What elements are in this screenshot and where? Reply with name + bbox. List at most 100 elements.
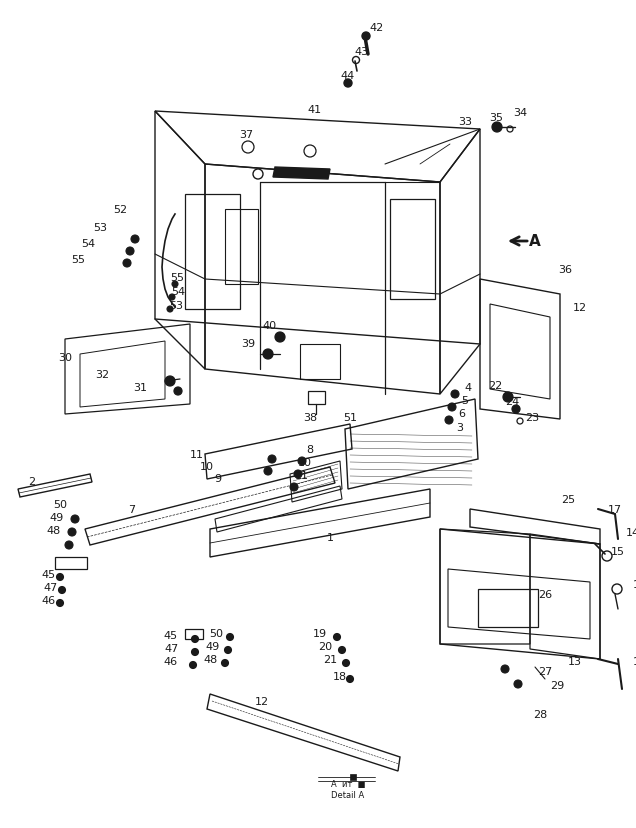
Text: Detail A: Detail A: [331, 791, 364, 800]
Circle shape: [268, 455, 276, 464]
Circle shape: [445, 416, 453, 425]
Text: 32: 32: [95, 369, 109, 379]
Text: 7: 7: [128, 504, 135, 514]
Text: 33: 33: [458, 117, 472, 127]
Circle shape: [225, 647, 232, 654]
Circle shape: [126, 248, 134, 256]
Text: 6: 6: [459, 408, 466, 418]
Text: A  ит  ■: A ит ■: [331, 779, 365, 788]
Text: 18: 18: [333, 672, 347, 681]
Text: 37: 37: [239, 130, 253, 140]
Text: 49: 49: [50, 513, 64, 522]
Circle shape: [226, 633, 233, 641]
Text: 2: 2: [29, 476, 36, 486]
Text: 45: 45: [163, 630, 177, 640]
Circle shape: [174, 388, 182, 396]
Text: 28: 28: [533, 709, 547, 720]
Text: 54: 54: [81, 238, 95, 248]
Text: 11: 11: [295, 470, 309, 480]
Text: 46: 46: [41, 595, 55, 605]
Circle shape: [123, 260, 131, 267]
Text: 21: 21: [323, 654, 337, 664]
Circle shape: [333, 633, 340, 641]
Circle shape: [294, 470, 302, 479]
Text: 50: 50: [53, 499, 67, 509]
Circle shape: [503, 392, 513, 402]
Text: 55: 55: [170, 272, 184, 282]
Text: 34: 34: [513, 108, 527, 118]
Text: 27: 27: [538, 667, 552, 676]
Text: 46: 46: [163, 657, 177, 667]
Text: 35: 35: [489, 113, 503, 123]
Text: 12: 12: [255, 696, 269, 706]
Circle shape: [165, 377, 175, 387]
Text: 10: 10: [298, 457, 312, 468]
Circle shape: [57, 599, 64, 607]
Circle shape: [347, 676, 354, 682]
Text: 48: 48: [47, 525, 61, 536]
Text: 26: 26: [538, 590, 552, 599]
Circle shape: [131, 236, 139, 243]
Circle shape: [190, 662, 197, 669]
Circle shape: [57, 574, 64, 580]
Circle shape: [612, 585, 622, 595]
Text: 3: 3: [457, 422, 464, 432]
Text: 45: 45: [41, 570, 55, 580]
Text: 30: 30: [58, 353, 72, 363]
Text: 52: 52: [113, 205, 127, 214]
Text: 5: 5: [462, 396, 469, 406]
Text: 49: 49: [206, 641, 220, 651]
Text: 22: 22: [488, 381, 502, 391]
Polygon shape: [350, 774, 356, 780]
Text: 8: 8: [307, 445, 314, 455]
Circle shape: [264, 468, 272, 475]
Text: 9: 9: [214, 474, 221, 484]
Text: 20: 20: [318, 641, 332, 651]
Text: 53: 53: [93, 223, 107, 233]
Text: 16: 16: [633, 580, 636, 590]
Circle shape: [68, 528, 76, 537]
Circle shape: [492, 123, 502, 132]
Circle shape: [59, 587, 66, 594]
Circle shape: [167, 306, 173, 313]
Text: 10: 10: [200, 461, 214, 471]
Polygon shape: [273, 168, 330, 180]
Text: 42: 42: [370, 23, 384, 33]
Text: 36: 36: [558, 265, 572, 275]
Text: 41: 41: [308, 105, 322, 115]
Text: 17: 17: [608, 504, 622, 514]
Circle shape: [343, 660, 350, 667]
Circle shape: [338, 647, 345, 654]
Text: 19: 19: [313, 628, 327, 638]
Circle shape: [169, 295, 175, 301]
Text: 50: 50: [209, 628, 223, 638]
Circle shape: [298, 457, 306, 465]
Circle shape: [191, 648, 198, 656]
Text: 51: 51: [343, 412, 357, 422]
Text: 17: 17: [633, 657, 636, 667]
Text: 43: 43: [355, 47, 369, 57]
Circle shape: [221, 660, 228, 667]
Text: 14: 14: [626, 527, 636, 537]
Text: 55: 55: [71, 255, 85, 265]
Text: 54: 54: [171, 286, 185, 296]
Circle shape: [514, 680, 522, 688]
Circle shape: [290, 484, 298, 491]
Text: 38: 38: [303, 412, 317, 422]
Circle shape: [191, 636, 198, 643]
Text: 1: 1: [326, 532, 333, 542]
Circle shape: [451, 391, 459, 398]
Text: 39: 39: [241, 339, 255, 349]
Text: 40: 40: [263, 320, 277, 330]
Circle shape: [65, 542, 73, 549]
Text: A: A: [529, 234, 541, 249]
Text: 53: 53: [169, 301, 183, 310]
Circle shape: [71, 515, 79, 523]
Circle shape: [275, 333, 285, 343]
Text: 25: 25: [561, 494, 575, 504]
Text: 47: 47: [165, 643, 179, 653]
Text: 31: 31: [133, 383, 147, 392]
Text: 4: 4: [464, 383, 471, 392]
Text: 23: 23: [525, 412, 539, 422]
Circle shape: [172, 282, 178, 287]
